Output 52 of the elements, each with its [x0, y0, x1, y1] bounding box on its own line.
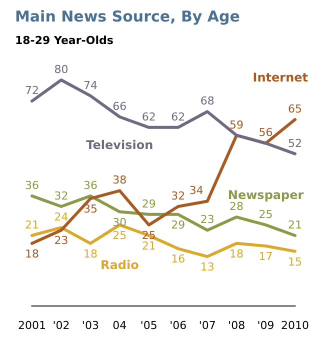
data-label: 68: [200, 94, 214, 108]
x-tick-label: '02: [52, 319, 70, 332]
x-tick-label: '03: [82, 319, 99, 332]
data-label: 21: [288, 218, 302, 232]
data-label: 66: [112, 100, 127, 113]
data-label: 18: [83, 247, 98, 260]
data-label: 59: [230, 118, 244, 132]
x-tick-label: '06: [170, 319, 187, 332]
x-tick-label: '05: [140, 319, 158, 332]
data-label: 36: [25, 178, 39, 192]
x-tick-label: 2010: [281, 319, 310, 332]
data-label: 23: [200, 213, 214, 226]
data-label: 62: [171, 110, 186, 124]
data-label: 52: [288, 136, 302, 150]
data-label: 80: [54, 63, 68, 76]
data-label: 21: [25, 218, 39, 232]
data-label: 74: [83, 78, 98, 92]
data-label: 65: [288, 102, 302, 116]
data-label: 18: [230, 247, 244, 260]
data-label: 25: [112, 228, 127, 242]
data-label: 38: [112, 174, 127, 187]
data-label: 32: [171, 189, 186, 202]
data-label: 32: [54, 189, 68, 202]
data-label: 18: [25, 247, 39, 260]
data-label: 16: [171, 252, 186, 266]
data-label: 62: [142, 110, 156, 124]
data-label: 36: [83, 178, 98, 192]
series-label: Radio: [100, 258, 139, 272]
x-tick-label: '09: [257, 319, 274, 332]
data-label: 28: [230, 200, 244, 214]
data-label: 56: [258, 126, 273, 140]
data-label: 17: [258, 250, 273, 264]
text: Internet: [252, 70, 308, 85]
data-label: 15: [288, 255, 302, 268]
data-label: 13: [200, 260, 214, 274]
data-label: 29: [171, 218, 186, 232]
x-tick-label: 2001: [18, 319, 46, 332]
data-label: 34: [189, 184, 204, 198]
chart-title: Main News Source, By Age: [15, 8, 240, 26]
series-label: Newspaper: [228, 188, 304, 202]
series-label: Television: [86, 138, 154, 152]
data-label: 23: [54, 234, 68, 248]
data-label: 29: [142, 197, 156, 210]
data-label: 25: [258, 208, 273, 221]
data-label: 72: [25, 84, 39, 98]
x-tick-label: 04: [112, 319, 127, 332]
data-label: 25: [142, 228, 156, 242]
x-tick-label: '07: [198, 319, 216, 332]
data-label: 24: [54, 210, 68, 224]
data-label: 21: [142, 239, 156, 252]
chart-subtitle: 18-29 Year-Olds: [15, 34, 114, 47]
x-tick-label: '08: [228, 319, 246, 332]
